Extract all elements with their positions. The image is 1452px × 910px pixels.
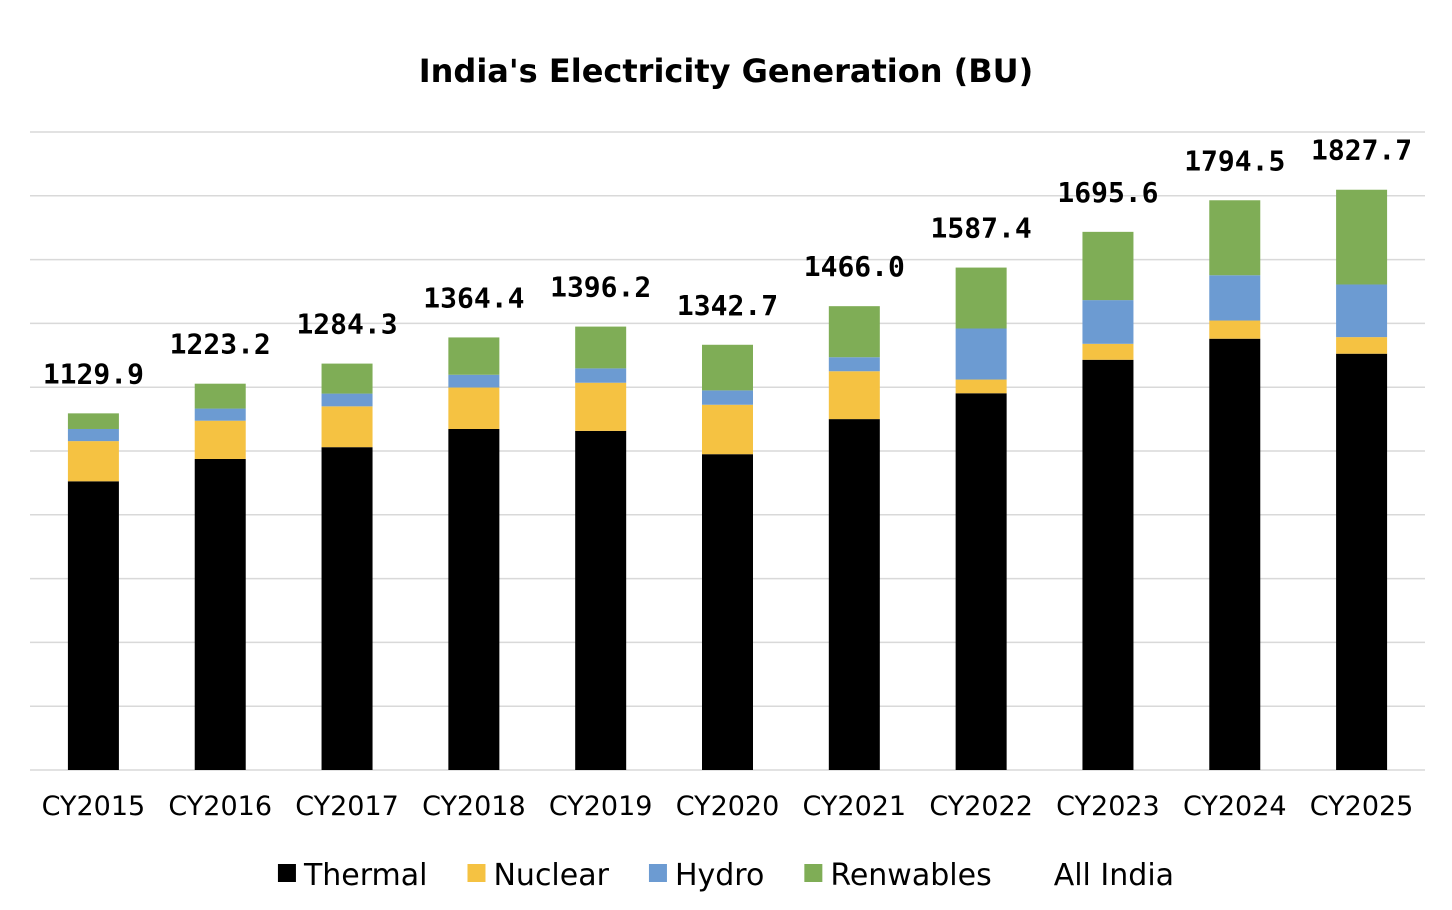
x-tick-label-cy2020: CY2020: [676, 791, 780, 822]
bar-hydro-cy2024: [1209, 275, 1261, 321]
bar-nuclear-cy2025: [1336, 337, 1388, 354]
bar-renwables-cy2017: [321, 363, 373, 394]
data-label-total-cy2023: 1695.6: [1057, 176, 1158, 209]
x-tick-label-cy2017: CY2017: [295, 791, 399, 822]
x-tick-label-cy2018: CY2018: [422, 791, 526, 822]
bar-hydro-cy2016: [194, 408, 246, 421]
bar-thermal-cy2022: [955, 393, 1007, 770]
bar-nuclear-cy2022: [955, 379, 1007, 394]
bar-nuclear-cy2023: [1082, 343, 1134, 360]
x-tick-label-cy2019: CY2019: [549, 791, 653, 822]
bar-hydro-cy2023: [1082, 300, 1134, 344]
data-label-total-cy2021: 1466.0: [804, 250, 905, 283]
legend-label-nuclear: Nuclear: [493, 858, 609, 893]
bar-nuclear-cy2016: [194, 420, 246, 459]
bar-thermal-cy2017: [321, 447, 373, 770]
bar-thermal-cy2021: [828, 419, 880, 770]
x-tick-label-cy2016: CY2016: [168, 791, 272, 822]
x-tick-label-cy2015: CY2015: [42, 791, 146, 822]
bar-thermal-cy2025: [1336, 353, 1388, 770]
bar-thermal-cy2024: [1209, 338, 1261, 770]
bar-hydro-cy2020: [702, 390, 753, 405]
bar-renwables-cy2018: [448, 337, 500, 375]
bar-thermal-cy2019: [575, 430, 627, 770]
bar-hydro-cy2021: [828, 357, 880, 372]
bar-renwables-cy2021: [828, 306, 880, 358]
data-label-total-cy2024: 1794.5: [1184, 144, 1285, 177]
x-tick-label-cy2021: CY2021: [803, 791, 907, 822]
bar-renwables-cy2019: [575, 326, 627, 369]
bar-hydro-cy2017: [321, 393, 373, 407]
chart-title: India's Electricity Generation (BU): [419, 52, 1034, 90]
data-labels: 1129.9 1223.2 1284.3 1364.4 1396.2 1342.7 1466…: [43, 134, 1412, 391]
bar-thermal-cy2020: [702, 454, 753, 770]
bar-renwables-cy2015: [67, 413, 119, 429]
bar-thermal-cy2015: [67, 481, 119, 770]
bar-renwables-cy2023: [1082, 231, 1134, 301]
data-label-total-cy2016: 1223.2: [170, 328, 271, 361]
x-tick-label-cy2025: CY2025: [1310, 791, 1414, 822]
bar-nuclear-cy2015: [67, 441, 119, 482]
bar-renwables-cy2022: [955, 267, 1007, 329]
bar-nuclear-cy2020: [702, 404, 753, 455]
bars: [67, 189, 1388, 770]
legend-label-hydro: Hydro: [675, 858, 764, 893]
bar-nuclear-cy2017: [321, 406, 373, 448]
data-label-total-cy2017: 1284.3: [296, 308, 397, 341]
bar-nuclear-cy2024: [1209, 320, 1261, 339]
legend-swatch-thermal: [277, 864, 296, 882]
bar-renwables-cy2020: [702, 344, 753, 391]
data-label-total-cy2025: 1827.7: [1311, 134, 1412, 167]
bar-renwables-cy2016: [194, 383, 246, 409]
x-tick-label-cy2024: CY2024: [1183, 791, 1287, 822]
bar-hydro-cy2019: [575, 368, 627, 383]
legend-label-renwables: Renwables: [830, 858, 991, 893]
bar-thermal-cy2023: [1082, 359, 1134, 770]
bar-nuclear-cy2021: [828, 371, 880, 420]
data-label-total-cy2018: 1364.4: [423, 281, 524, 314]
bar-hydro-cy2015: [67, 428, 119, 442]
bar-hydro-cy2018: [448, 374, 500, 388]
bar-thermal-cy2016: [194, 458, 246, 770]
bar-hydro-cy2025: [1336, 284, 1388, 338]
bar-nuclear-cy2018: [448, 387, 500, 429]
legend-label-all-india: All India: [1054, 858, 1174, 893]
x-tick-label-cy2022: CY2022: [929, 791, 1033, 822]
data-label-total-cy2015: 1129.9: [43, 357, 144, 390]
legend-label-thermal: Thermal: [303, 858, 428, 893]
x-axis-tick-labels: CY2015 CY2016 CY2017 CY2018 CY2019 CY2020 CY20…: [42, 791, 1414, 822]
legend-swatch-renwables: [804, 864, 823, 882]
data-label-total-cy2022: 1587.4: [931, 212, 1032, 245]
bar-renwables-cy2025: [1336, 189, 1388, 285]
data-label-total-cy2020: 1342.7: [677, 289, 778, 322]
bar-renwables-cy2024: [1209, 200, 1261, 276]
bar-thermal-cy2018: [448, 428, 500, 770]
bar-hydro-cy2022: [955, 328, 1007, 380]
legend-swatch-nuclear: [467, 864, 486, 882]
x-tick-label-cy2023: CY2023: [1056, 791, 1160, 822]
bar-nuclear-cy2019: [575, 382, 627, 431]
legend-swatch-hydro: [648, 864, 667, 882]
data-label-total-cy2019: 1396.2: [550, 271, 651, 304]
legend: Thermal Nuclear Hydro Renwables All India: [277, 858, 1174, 893]
